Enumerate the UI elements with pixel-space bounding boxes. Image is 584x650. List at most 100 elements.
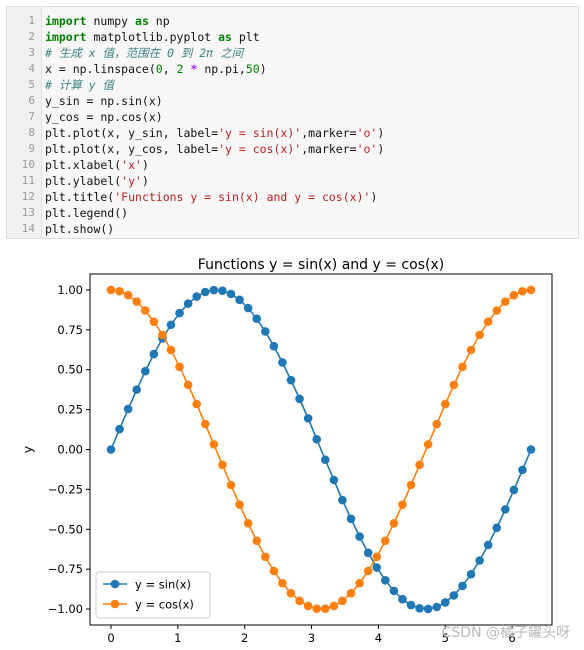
x-tick-label: 0: [107, 631, 114, 645]
data-point: [458, 362, 467, 372]
x-tick-label: 5: [442, 631, 449, 645]
data-point: [278, 358, 287, 367]
code-token: plt.legend(): [45, 206, 129, 220]
code-token: plt.show(): [45, 222, 115, 236]
data-point: [363, 566, 373, 576]
data-point: [115, 424, 124, 434]
legend-label: y = sin(x): [135, 578, 191, 592]
line-number: 3: [28, 46, 35, 59]
data-point: [381, 536, 390, 546]
y-tick-label: 0.00: [57, 443, 83, 457]
code-text: plt.plot(x, y_cos, label='y = cos(x)',ma…: [45, 141, 384, 157]
code-token: # 计算 y 值: [45, 78, 115, 92]
data-point: [132, 385, 142, 394]
code-token: y_sin = np.sin(x): [45, 94, 163, 108]
data-point: [303, 601, 313, 611]
data-point: [226, 480, 236, 490]
y-tick-label: 0.75: [57, 323, 83, 337]
data-point: [372, 563, 382, 572]
code-text: # 计算 y 值: [45, 77, 114, 93]
code-text: plt.legend(): [45, 205, 128, 221]
data-point: [252, 536, 262, 546]
data-point: [106, 285, 116, 295]
data-point: [175, 308, 184, 318]
data-point: [218, 286, 227, 295]
data-point: [226, 289, 236, 299]
data-point: [166, 345, 176, 355]
data-point: [338, 495, 347, 505]
line-number: 12: [21, 190, 35, 203]
code-text: plt.xlabel('x'): [45, 157, 149, 173]
code-token: ): [370, 190, 378, 204]
chart-title: Functions y = sin(x) and y = cos(x): [198, 257, 444, 273]
code-token: 0: [155, 62, 163, 76]
data-point: [475, 556, 484, 565]
data-point: [243, 518, 253, 528]
data-point: [406, 480, 416, 490]
code-token: ): [259, 62, 267, 76]
data-point: [183, 380, 193, 390]
data-point: [466, 345, 476, 355]
code-text: # 生成 x 值，范围在 0 到 2π 之间: [45, 45, 243, 61]
code-token: np.pi,: [197, 62, 246, 76]
data-point: [312, 604, 322, 614]
line-number: 1: [28, 14, 35, 27]
code-token: ,marker=: [301, 126, 357, 140]
legend-marker: [110, 579, 120, 589]
data-point: [295, 394, 304, 404]
data-point: [398, 500, 407, 509]
code-cell[interactable]: 1 import numpy as np 2 import matplotlib.py…: [6, 6, 579, 239]
code-text: import matplotlib.pyplot as plt: [45, 29, 260, 45]
series-line: [110, 289, 532, 610]
data-point: [492, 306, 502, 315]
data-point: [466, 569, 476, 579]
line-number: 14: [21, 222, 35, 235]
data-point: [389, 586, 399, 596]
data-point: [149, 317, 159, 326]
data-point: [338, 596, 347, 606]
data-point: [252, 314, 262, 324]
code-token: numpy: [86, 14, 136, 28]
data-point: [123, 290, 133, 300]
data-point: [140, 366, 150, 376]
legend: y = sin(x) y = cos(x): [95, 571, 211, 619]
data-point: [183, 299, 193, 308]
line-number: 4: [28, 62, 35, 75]
data-point: [432, 419, 442, 429]
code-token: 'o': [356, 126, 378, 140]
code-token: plt.plot(x, y_sin, label=: [45, 126, 219, 140]
data-point: [346, 588, 356, 598]
data-point: [243, 303, 253, 313]
data-point: [355, 532, 364, 541]
data-point: [209, 285, 219, 295]
data-point: [509, 290, 519, 300]
data-point: [501, 297, 510, 306]
y-tick-label: 0.50: [57, 363, 83, 377]
y-tick-label: 1.00: [57, 283, 83, 297]
data-point: [140, 306, 150, 315]
y-tick-label: −0.50: [48, 522, 83, 536]
line-number: 7: [28, 110, 35, 123]
data-point: [432, 602, 442, 612]
data-point: [192, 292, 202, 301]
data-point: [518, 286, 527, 296]
x-tick-label: 6: [508, 631, 515, 645]
code-token: ): [141, 174, 149, 188]
line-number: 6: [28, 94, 35, 107]
line-chart: Functions y = sin(x) and y = cos(x) 0 1 2 3 4…: [20, 257, 553, 645]
data-point: [295, 596, 304, 606]
data-point: [106, 445, 116, 454]
x-tick-label: 1: [174, 631, 181, 645]
data-point: [269, 566, 279, 576]
code-token: matplotlib.pyplot: [86, 30, 219, 44]
y-tick-label: 0.25: [57, 403, 83, 417]
code-token: plt.ylabel(: [45, 174, 122, 188]
data-point: [483, 317, 493, 326]
data-point: [518, 465, 527, 475]
data-point: [218, 460, 227, 470]
code-token: 'Functions y = sin(x) and y = cos(x)': [114, 190, 371, 204]
data-point: [423, 440, 433, 449]
line-number-gutter: [7, 7, 42, 238]
line-number: 11: [21, 174, 35, 187]
legend-label: y = cos(x): [135, 598, 194, 612]
